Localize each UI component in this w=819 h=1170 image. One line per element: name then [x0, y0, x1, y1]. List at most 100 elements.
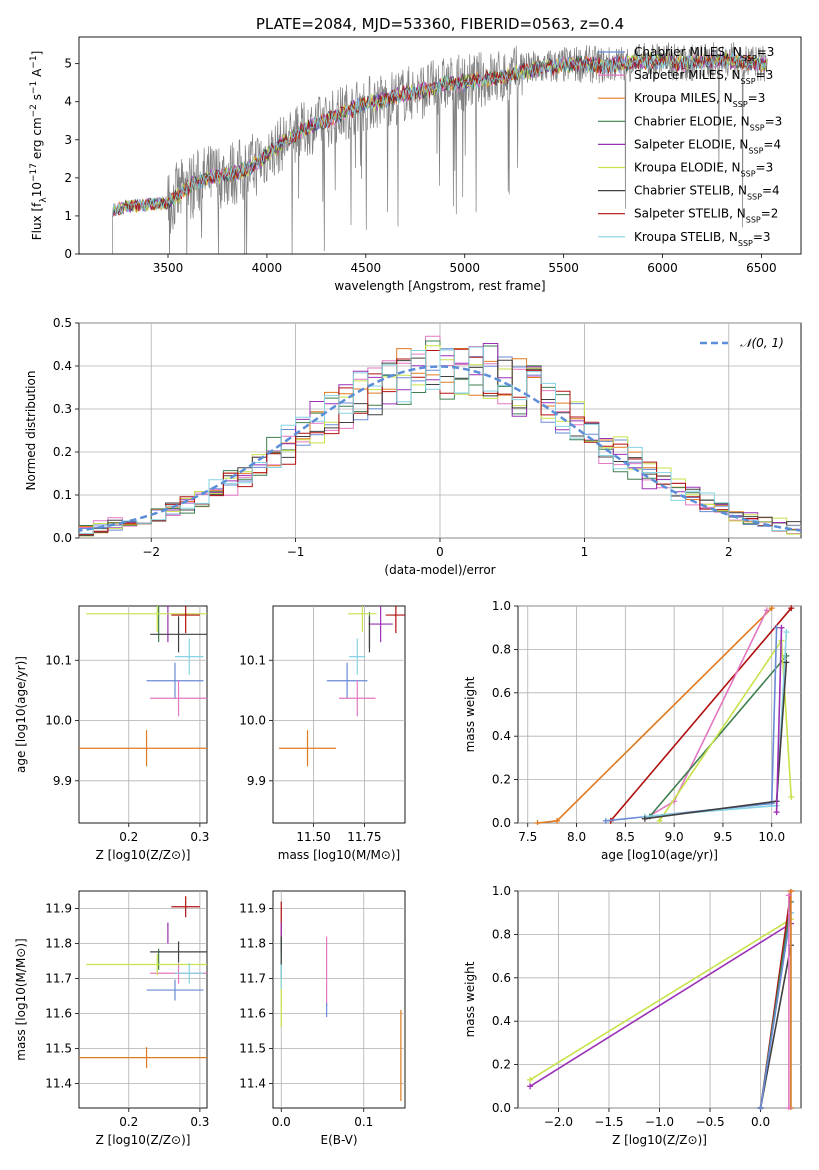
- y-tick-label: 0.4: [53, 359, 72, 373]
- y-tick-label: 0.8: [492, 642, 511, 656]
- y-tick-label: 0.0: [492, 1101, 511, 1115]
- legend-label: Chabrier MILES, NSSP=3: [634, 45, 774, 63]
- y-axis-label: mass weight: [463, 676, 477, 752]
- massweight-vs-metallicity-panel: −2.0 −1.5 −1.0 −0.5 0.0 0.0 0.2 0.4 0.6 0.8 1.0 Z […: [463, 884, 802, 1147]
- legend-label: Chabrier STELIB, NSSP=4: [634, 184, 780, 202]
- y-tick-label: 0.0: [53, 531, 72, 545]
- y-tick-label: 11.7: [45, 972, 72, 986]
- axes-frame: [78, 605, 208, 824]
- x-tick-label: −0.5: [695, 1115, 724, 1129]
- y-tick-label: 0.0: [492, 816, 511, 830]
- x-tick-label: 11.75: [347, 830, 381, 844]
- weight-line: [644, 609, 768, 820]
- x-axis-label: wavelength [Angstrom, rest frame]: [334, 279, 545, 293]
- y-tick-label: 0.3: [53, 402, 72, 416]
- y-tick-label: 11.8: [45, 937, 72, 951]
- x-tick-label: 10.0: [758, 830, 785, 844]
- axes-frame: [272, 890, 406, 1109]
- x-tick-label: 8.5: [616, 830, 635, 844]
- x-axis-label: mass [log10(M/M⊙)]: [278, 848, 400, 862]
- x-axis-label: Z [log10(Z/Z⊙)]: [612, 1133, 707, 1147]
- legend-label: Kroupa STELIB, NSSP=3: [634, 230, 771, 248]
- residuals-panel: −2 −1 0 1 2 0.0 0.1 0.2 0.3 0.4 0.5 𝒩(0, 1) (data-mo…: [24, 316, 802, 577]
- x-axis-label: E(B-V): [320, 1133, 357, 1147]
- x-axis-label: (data-model)/error: [384, 563, 495, 577]
- x-tick-label: −1.5: [594, 1115, 623, 1129]
- spectrum-panel: 3500 4000 4500 5000 5500 6000 6500 0 1 2 3 4 5 wavele…: [29, 36, 802, 293]
- y-tick-label: 0.2: [53, 445, 72, 459]
- age-vs-mass-panel: 11.50 11.75 9.9 10.0 10.1 mass [log10(M/M⊙)]: [239, 605, 406, 862]
- x-tick-label: 6000: [647, 261, 678, 275]
- x-tick-label: 1: [581, 545, 589, 559]
- legend-label: Salpeter ELODIE, NSSP=4: [634, 137, 781, 155]
- y-tick-label: 0: [64, 247, 72, 261]
- y-tick-label: 9.9: [247, 774, 266, 788]
- weight-line: [529, 922, 792, 1087]
- weight-line: [529, 918, 792, 1081]
- legend-label: 𝒩(0, 1): [740, 336, 784, 350]
- x-tick-label: 5500: [548, 261, 579, 275]
- age-vs-metallicity-panel: 0.2 0.3 9.9 10.0 10.1 Z [log10(Z/Z⊙)] age [log…: [14, 605, 209, 862]
- x-tick-label: 3500: [153, 261, 184, 275]
- y-tick-label: 11.6: [239, 1007, 266, 1021]
- x-tick-label: 0.2: [119, 830, 138, 844]
- x-axis-label: Z [log10(Z/Z⊙)]: [96, 848, 191, 862]
- y-axis-label: mass weight: [463, 961, 477, 1037]
- y-tick-label: 0.1: [53, 488, 72, 502]
- y-axis-label: mass [log10(M/M⊙)]: [14, 938, 28, 1060]
- x-tick-label: −2: [142, 545, 160, 559]
- x-axis-label: age [log10(age/yr)]: [601, 848, 718, 862]
- x-tick-label: 0.3: [190, 830, 209, 844]
- x-tick-label: 0.0: [272, 1115, 291, 1129]
- legend-label: Salpeter STELIB, NSSP=2: [634, 207, 778, 225]
- y-tick-label: 0.2: [492, 1058, 511, 1072]
- x-axis-label: Z [log10(Z/Z⊙)]: [96, 1133, 191, 1147]
- y-tick-label: 10.1: [45, 653, 72, 667]
- legend-label: Salpeter MILES, NSSP=3: [634, 68, 773, 86]
- mass-vs-metallicity-panel: 0.2 0.3 11.4 11.5 11.6 11.7 11.8 11.9 Z [log10(Z…: [14, 890, 209, 1147]
- y-tick-label: 0.8: [492, 927, 511, 941]
- y-axis-label: Flux [fλ10−17 erg cm−2 s−1 A−1]: [29, 51, 49, 241]
- axes-frame: [78, 890, 208, 1109]
- massweight-vs-age-panel: 7.5 8.0 8.5 9.0 9.5 10.0 0.0 0.2 0.4 0.6 0.8 1.0 age…: [463, 599, 802, 862]
- weight-lines-area: [534, 605, 795, 825]
- x-tick-label: 4000: [252, 261, 283, 275]
- legend-label: Chabrier ELODIE, NSSP=3: [634, 114, 782, 132]
- x-tick-label: 0.0: [751, 1115, 770, 1129]
- x-tick-label: −1.0: [645, 1115, 674, 1129]
- y-tick-label: 0.2: [492, 773, 511, 787]
- model-spectrum-line: [112, 54, 767, 218]
- x-tick-label: −2.0: [544, 1115, 573, 1129]
- model-spectrum-line: [112, 53, 767, 217]
- x-tick-label: 8.0: [567, 830, 586, 844]
- axes-frame: [78, 36, 802, 255]
- y-tick-label: 0.6: [492, 686, 511, 700]
- x-tick-label: 7.5: [518, 830, 537, 844]
- y-tick-label: 3: [64, 133, 72, 147]
- y-tick-label: 11.5: [239, 1042, 266, 1056]
- legend-label: Kroupa MILES, NSSP=3: [634, 91, 765, 109]
- x-tick-label: 2: [725, 545, 733, 559]
- y-tick-label: 11.4: [239, 1077, 266, 1091]
- x-tick-label: 9.5: [713, 830, 732, 844]
- x-tick-label: 0.1: [354, 1115, 373, 1129]
- y-tick-label: 0.5: [53, 316, 72, 330]
- y-tick-label: 1.0: [492, 884, 511, 898]
- y-tick-label: 0.6: [492, 971, 511, 985]
- y-tick-label: 11.4: [45, 1077, 72, 1091]
- x-tick-label: 9.0: [665, 830, 684, 844]
- axes-frame: [272, 605, 406, 824]
- x-tick-label: 0.2: [119, 1115, 138, 1129]
- spectrum-plot-area: [112, 42, 768, 254]
- y-tick-label: 10.0: [45, 714, 72, 728]
- x-tick-label: 0.3: [190, 1115, 209, 1129]
- histogram-area: [79, 335, 801, 537]
- x-tick-label: 0: [436, 545, 444, 559]
- y-tick-label: 0.4: [492, 1014, 511, 1028]
- weight-line: [649, 655, 788, 818]
- weight-line: [759, 912, 792, 1109]
- y-tick-label: 5: [64, 57, 72, 71]
- figure-title: PLATE=2084, MJD=53360, FIBERID=0563, z=0…: [256, 15, 624, 33]
- y-tick-label: 1.0: [492, 599, 511, 613]
- spectrum-legend: Chabrier MILES, NSSP=3 Salpeter MILES, NS…: [598, 45, 782, 247]
